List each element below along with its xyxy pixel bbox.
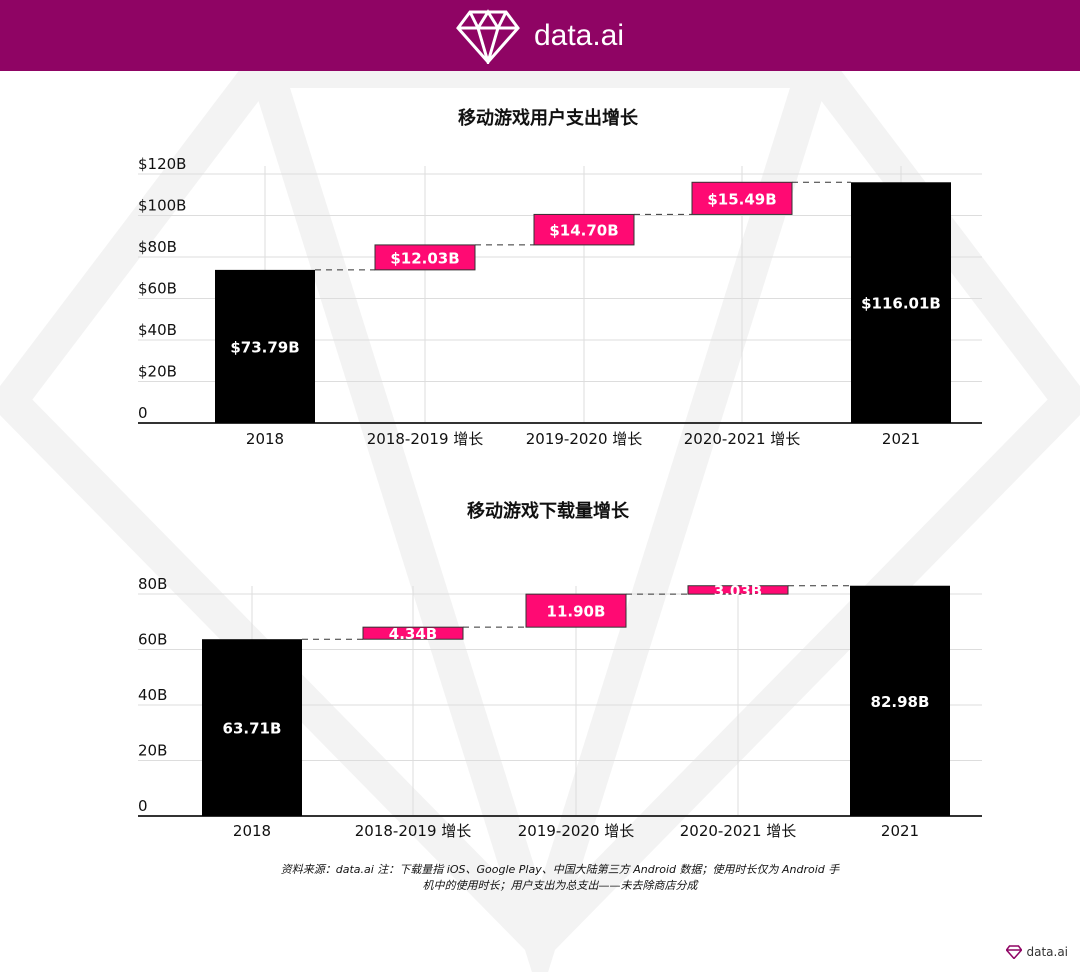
data-label: $12.03B [390,249,459,267]
y-tick-label: 40B [138,686,167,704]
y-tick-label: $20B [138,363,177,381]
x-category-label: 2019-2020 增长 [526,430,643,448]
source-note: 资料来源：data.ai 注：下载量指 iOS、Google Play、中国大陆… [280,863,840,892]
data-label: 82.98B [871,693,930,711]
increase-bar [687,585,789,595]
x-category-label: 2018 [246,430,284,448]
x-category-label: 2021 [881,822,919,840]
x-category-label: 2018-2019 增长 [367,430,484,448]
x-category-label: 2018 [233,822,271,840]
increase-bar [374,244,476,271]
y-tick-label: $100B [138,197,186,215]
total-bar [215,269,315,423]
y-tick-label: 0 [138,797,148,815]
x-category-label: 2018-2019 增长 [355,822,472,840]
increase-bar [362,626,464,640]
brand-name: data.ai [533,18,625,52]
y-tick-label: 0 [138,404,148,422]
total-bar [202,639,302,816]
y-tick-label: 20B [138,742,167,760]
x-category-label: 2021 [882,430,920,448]
downloads-chart: 移动游戏下载量增长 0 20B 40B 60B 80B 63.71B 2018 4.34B 201… [138,500,982,840]
diamond-icon [1006,945,1023,959]
data-label: 11.90B [547,603,606,621]
data-label: $73.79B [230,338,299,356]
y-tick-label: $80B [138,238,177,256]
x-category-label: 2020-2021 增长 [680,822,797,840]
x-category-label: 2020-2021 增长 [684,430,801,448]
y-tick-label: $120B [138,155,186,173]
x-category-label: 2019-2020 增长 [518,822,635,840]
total-bar [851,182,951,423]
y-tick-label: $60B [138,280,177,298]
data-label: $14.70B [549,222,618,240]
increase-bar [533,213,635,246]
increase-bar [525,593,627,628]
spending-chart: 移动游戏用户支出增长 0 $20B $40B $60B $80B $100B $120B $73… [138,107,982,448]
watermark [0,71,1080,972]
total-bar [850,585,950,816]
header: data.ai [0,0,1080,71]
data-label: $15.49B [707,190,776,208]
footer-logo: data.ai [1006,945,1068,959]
chart-title: 移动游戏下载量增长 [467,500,630,522]
footer-brand: data.ai [1026,945,1068,959]
data-label: $116.01B [861,295,941,313]
y-tick-label: 80B [138,575,167,593]
chart-title: 移动游戏用户支出增长 [458,107,639,129]
y-tick-label: $40B [138,321,177,339]
data-label: 63.71B [223,720,282,738]
data-label: 4.34B [389,625,437,643]
y-tick-label: 60B [138,631,167,649]
increase-bar [691,181,793,215]
diamond-icon [456,8,520,64]
data-label: 3.03B [714,582,762,600]
